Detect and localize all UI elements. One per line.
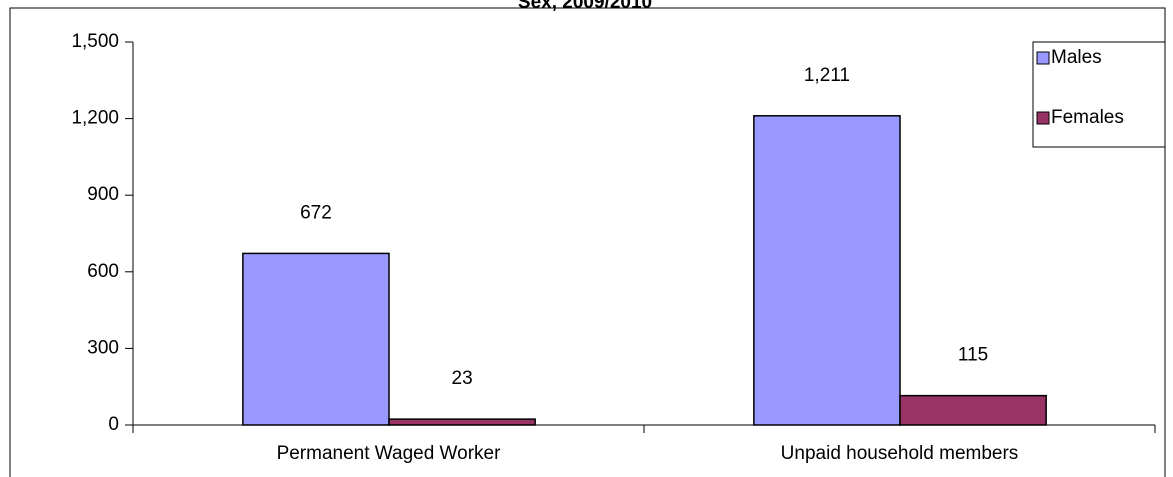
chart-frame xyxy=(9,7,1166,477)
x-tick-label: Permanent Waged Worker xyxy=(277,443,502,464)
y-tick-label: 1,200 xyxy=(71,108,119,129)
legend-box xyxy=(1032,41,1166,148)
data-label: 1,211 xyxy=(804,65,850,86)
y-tick-label: 600 xyxy=(87,261,119,282)
legend-label: Males xyxy=(1051,47,1102,68)
bar xyxy=(388,418,536,426)
bar xyxy=(753,115,901,426)
chart-title: Sex, 2009/2010 xyxy=(518,0,652,13)
legend-swatch xyxy=(1036,111,1050,125)
bar xyxy=(242,252,390,426)
legend-swatch xyxy=(1036,51,1050,65)
legend-label: Females xyxy=(1051,107,1124,128)
y-tick-label: 0 xyxy=(108,414,119,435)
data-label: 115 xyxy=(958,345,988,366)
y-tick-label: 300 xyxy=(87,337,119,358)
bar xyxy=(899,394,1047,426)
y-tick-label: 900 xyxy=(87,184,119,205)
data-label: 23 xyxy=(452,368,473,389)
data-label: 672 xyxy=(300,202,332,223)
x-tick-label: Unpaid household members xyxy=(781,443,1019,464)
y-tick-label: 1,500 xyxy=(71,31,119,52)
